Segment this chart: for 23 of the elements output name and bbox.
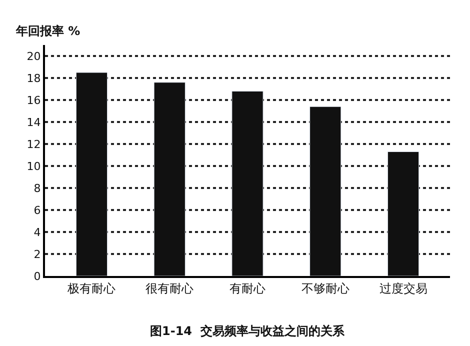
x-tick-label: 过度交易 bbox=[379, 281, 428, 296]
y-tick-label: 6 bbox=[34, 204, 41, 217]
y-tick-label: 0 bbox=[34, 270, 41, 283]
y-tick-label: 18 bbox=[26, 72, 41, 85]
bar bbox=[154, 82, 186, 276]
bar bbox=[310, 106, 342, 276]
bar bbox=[76, 72, 108, 276]
y-tick-label: 20 bbox=[26, 50, 41, 63]
caption: 图1-14 交易频率与收益之间的关系 bbox=[150, 324, 346, 338]
y-tick-label: 16 bbox=[26, 94, 41, 107]
x-tick-label: 有耐心 bbox=[230, 281, 266, 296]
y-tick-label: 4 bbox=[34, 226, 41, 239]
y-tick-label: 10 bbox=[26, 160, 41, 173]
y-tick-label: 12 bbox=[26, 138, 41, 151]
y-tick-label: 8 bbox=[34, 182, 41, 195]
y-axis-title: 年回报率 % bbox=[15, 24, 80, 38]
bar bbox=[387, 151, 420, 276]
bar bbox=[232, 90, 264, 276]
y-tick-label: 2 bbox=[34, 248, 41, 261]
x-tick-label: 极有耐心 bbox=[66, 281, 116, 296]
x-tick-label: 不够耐心 bbox=[301, 281, 350, 296]
x-tick-label: 很有耐心 bbox=[146, 281, 194, 296]
y-tick-label: 14 bbox=[26, 116, 41, 129]
